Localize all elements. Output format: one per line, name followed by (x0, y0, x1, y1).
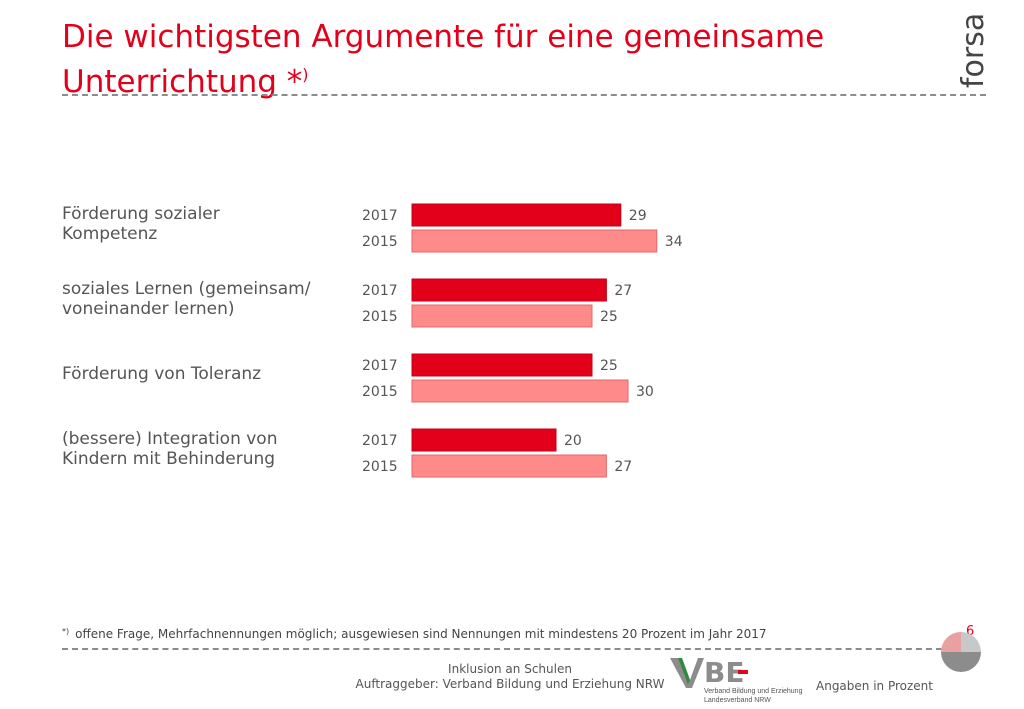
category-label: (bessere) Integration von Kindern mit Beh… (62, 429, 352, 469)
series-label: 2017 (362, 208, 398, 224)
vbe-subtitle: Verband Bildung und Erziehung Landesverb… (704, 687, 802, 705)
title-line-1: Die wichtigsten Argumente für eine gemei… (62, 19, 825, 55)
category-label-line: Förderung von Toleranz (62, 364, 262, 384)
bar-2017 (411, 278, 607, 302)
category-label-line: Kompetenz (62, 224, 158, 244)
footnote: *) offene Frage, Mehrfachnennungen möglic… (62, 627, 766, 641)
category-label-line: soziales Lernen (gemeinsam/ (62, 279, 311, 299)
footer-info: Inklusion an Schulen Auftraggeber: Verba… (340, 662, 680, 692)
data-label: 34 (665, 234, 683, 250)
vbe-sub-2: Landesverband NRW (704, 697, 771, 704)
series-label: 2015 (362, 309, 398, 325)
pie-corner-icon (941, 632, 981, 672)
footnote-marker: *) (62, 627, 70, 636)
bar-2017 (411, 428, 557, 452)
bar-2017 (411, 353, 593, 377)
vbe-logo: BE (670, 656, 748, 689)
footnote-text: offene Frage, Mehrfachnennungen möglich;… (75, 627, 767, 641)
forsa-logo-text: forsa. (956, 10, 990, 88)
series-label: 2017 (362, 433, 398, 449)
data-label: 29 (629, 208, 647, 224)
series-label: 2017 (362, 283, 398, 299)
category-label-line: (bessere) Integration von (62, 429, 278, 449)
bar-2015 (411, 229, 658, 253)
bar-2017 (411, 203, 622, 227)
page-title: Die wichtigsten Argumente für eine gemei… (62, 18, 922, 101)
forsa-logo: forsa. (956, 10, 990, 88)
svg-text:BE: BE (704, 656, 744, 689)
series-label: 2017 (362, 358, 398, 374)
page-number: 6 (966, 624, 975, 639)
bar-2015 (411, 454, 607, 478)
data-label: 25 (600, 309, 618, 325)
data-label: 25 (600, 358, 618, 374)
category-label-line: voneinander lernen) (62, 299, 235, 319)
series-label: 2015 (362, 234, 398, 250)
series-label: 2015 (362, 384, 398, 400)
data-label: 27 (614, 283, 632, 299)
footer-line-2: Auftraggeber: Verband Bildung und Erzieh… (355, 677, 665, 691)
footer-divider (62, 648, 942, 650)
series-label: 2015 (362, 459, 398, 475)
data-label: 20 (564, 433, 582, 449)
category-label-line: Förderung sozialer (62, 204, 220, 224)
data-label: 27 (614, 459, 632, 475)
data-label: 30 (636, 384, 654, 400)
category-label: Förderung von Toleranz (62, 364, 352, 384)
title-sup: ) (302, 65, 309, 84)
bar-2015 (411, 304, 593, 328)
header-divider (62, 94, 986, 96)
footer-line-1: Inklusion an Schulen (448, 662, 572, 676)
unit-note: Angaben in Prozent (816, 679, 933, 693)
category-label: Förderung sozialer Kompetenz (62, 204, 352, 244)
category-label-line: Kindern mit Behinderung (62, 449, 276, 469)
bar-2015 (411, 379, 629, 403)
vbe-sub-1: Verband Bildung und Erziehung (704, 688, 803, 695)
category-label: soziales Lernen (gemeinsam/voneinander l… (62, 279, 352, 319)
